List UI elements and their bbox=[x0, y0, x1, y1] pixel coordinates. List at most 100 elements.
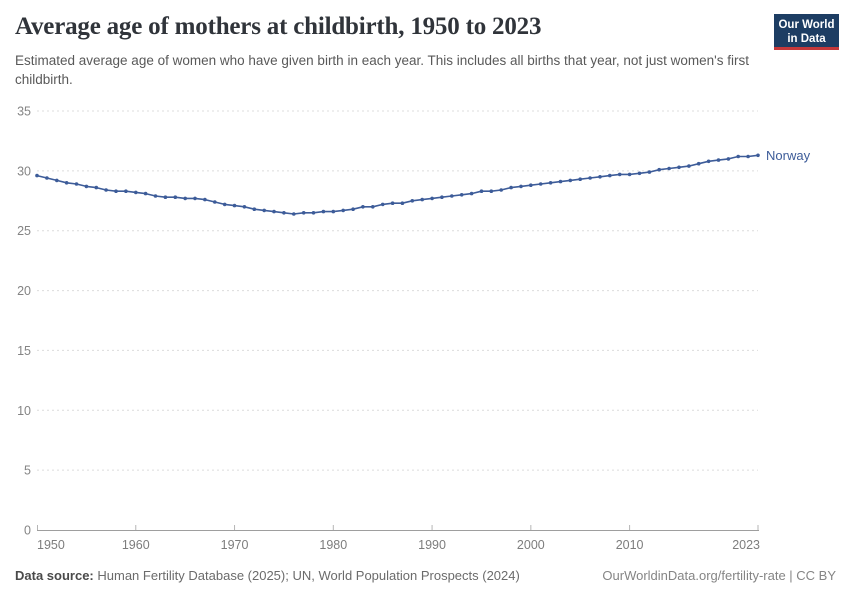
data-point bbox=[548, 181, 553, 185]
chart-subtitle: Estimated average age of women who have … bbox=[15, 53, 749, 87]
x-axis-tick-label: 2023 bbox=[732, 538, 760, 552]
data-point bbox=[341, 208, 346, 213]
data-point bbox=[726, 157, 731, 161]
data-source-label: Data source: bbox=[15, 568, 94, 583]
data-point bbox=[213, 200, 217, 204]
data-point bbox=[479, 189, 484, 193]
data-point bbox=[301, 211, 306, 215]
data-point bbox=[430, 196, 434, 201]
data-point bbox=[390, 201, 395, 205]
y-axis-tick-label: 30 bbox=[17, 164, 31, 178]
data-point bbox=[538, 182, 543, 186]
data-point bbox=[509, 185, 513, 190]
y-axis-tick-label: 15 bbox=[17, 344, 31, 358]
data-point bbox=[64, 181, 69, 185]
data-point bbox=[153, 194, 158, 198]
data-point bbox=[400, 201, 405, 205]
data-point bbox=[114, 189, 118, 193]
line-chart: 0 5 10 15 20 25 30 35 1950 1960 1970 1980 1990 2000 20… bbox=[17, 105, 811, 553]
data-point bbox=[351, 207, 355, 211]
data-point bbox=[292, 212, 296, 216]
data-point bbox=[361, 205, 365, 209]
data-point bbox=[756, 153, 760, 158]
data-point bbox=[489, 189, 494, 193]
y-axis-tick-label: 0 bbox=[24, 524, 31, 538]
x-axis-tick-label: 1990 bbox=[418, 538, 446, 552]
data-point bbox=[331, 209, 336, 214]
data-point bbox=[687, 164, 691, 168]
x-axis-tick-label: 1970 bbox=[221, 538, 249, 552]
data-point bbox=[420, 197, 425, 202]
data-point bbox=[124, 189, 128, 193]
data-point bbox=[380, 202, 385, 207]
y-axis-tick-label: 35 bbox=[17, 105, 31, 119]
data-point bbox=[450, 194, 454, 198]
data-point bbox=[706, 159, 711, 164]
data-point bbox=[578, 177, 582, 181]
data-point bbox=[272, 209, 276, 214]
data-point bbox=[203, 197, 207, 202]
data-point bbox=[608, 173, 612, 178]
data-point bbox=[459, 193, 464, 197]
data-point bbox=[558, 179, 563, 184]
series-label: Norway bbox=[766, 148, 811, 163]
data-point bbox=[617, 172, 622, 177]
y-axis-tick-label: 20 bbox=[17, 284, 31, 298]
data-point bbox=[588, 176, 592, 180]
y-axis-tick-label: 5 bbox=[24, 464, 31, 478]
trend-line bbox=[36, 154, 759, 215]
credit-text: OurWorldinData.org/fertility-rate | CC B… bbox=[602, 568, 836, 583]
data-point bbox=[222, 202, 227, 207]
data-point bbox=[262, 208, 267, 213]
data-point bbox=[716, 158, 721, 162]
data-point bbox=[657, 167, 661, 172]
data-point bbox=[637, 171, 642, 176]
data-point bbox=[94, 185, 99, 190]
data-point bbox=[45, 176, 49, 180]
data-point bbox=[242, 205, 247, 209]
data-point bbox=[35, 173, 39, 178]
data-point bbox=[667, 166, 671, 171]
data-point bbox=[499, 188, 504, 192]
data-point bbox=[143, 191, 148, 196]
data-point bbox=[321, 209, 326, 214]
data-point bbox=[232, 203, 237, 208]
data-point bbox=[173, 195, 178, 199]
data-point bbox=[677, 165, 681, 170]
x-axis-tick-label: 1980 bbox=[319, 538, 347, 552]
data-point bbox=[568, 178, 573, 183]
data-point bbox=[104, 188, 108, 192]
data-point bbox=[736, 154, 740, 159]
x-axis-tick-label: 1960 bbox=[122, 538, 150, 552]
data-point bbox=[627, 172, 632, 177]
data-point bbox=[134, 190, 138, 195]
x-axis-tick-label: 2010 bbox=[616, 538, 644, 552]
data-point bbox=[746, 154, 750, 159]
data-point bbox=[163, 195, 168, 199]
data-point bbox=[252, 207, 257, 211]
data-point bbox=[696, 161, 701, 166]
logo-line2: in Data bbox=[787, 33, 826, 45]
data-point bbox=[469, 191, 474, 196]
data-point bbox=[371, 205, 375, 209]
data-point bbox=[282, 211, 286, 215]
data-point bbox=[84, 184, 89, 189]
data-point bbox=[311, 211, 316, 215]
data-point bbox=[193, 196, 197, 201]
data-point bbox=[410, 199, 415, 203]
data-point bbox=[55, 178, 59, 183]
data-point bbox=[183, 196, 187, 201]
owid-logo: Our World in Data bbox=[774, 14, 839, 50]
x-axis-tick-label: 2000 bbox=[517, 538, 545, 552]
data-point bbox=[529, 183, 533, 187]
data-point bbox=[519, 184, 523, 189]
data-source: Data source: Human Fertility Database (2… bbox=[15, 568, 520, 583]
chart-title: Average age of mothers at childbirth, 19… bbox=[15, 13, 542, 40]
data-source-text: Human Fertility Database (2025); UN, Wor… bbox=[97, 568, 520, 583]
data-point bbox=[74, 182, 79, 186]
y-axis-tick-label: 10 bbox=[17, 404, 31, 418]
x-axis-tick-label: 1950 bbox=[37, 538, 65, 552]
data-point bbox=[440, 195, 444, 199]
logo-line1: Our World bbox=[778, 19, 835, 31]
